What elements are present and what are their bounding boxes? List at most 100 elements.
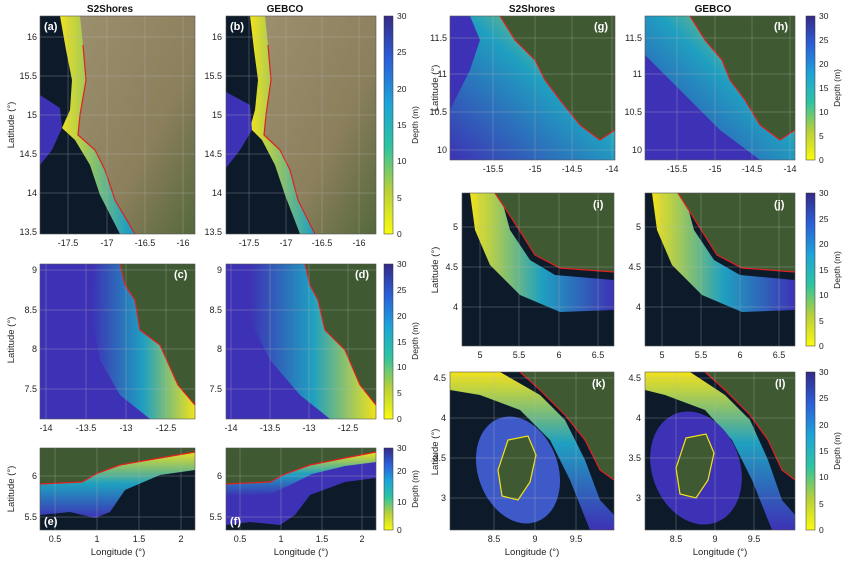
colorbar-b: 30 25 20 15 10 5 0 Depth (m) — [383, 11, 420, 239]
xtick: -12.5 — [338, 423, 359, 433]
panel-j-bathymetry — [652, 193, 795, 312]
panel-i-bathymetry — [470, 193, 614, 312]
panel-i-yticks: 5 4.5 4 — [445, 222, 458, 312]
panel-f: (f) 6 5.5 0.5 1 1.5 2 Longitude (°) — [209, 447, 377, 558]
xtick: -13.5 — [260, 423, 281, 433]
cb-tick: 0 — [397, 414, 402, 424]
cb-tick: 20 — [397, 84, 407, 94]
xtick: 9 — [712, 534, 717, 544]
ytick: 7.5 — [24, 384, 37, 394]
xtick: 8.5 — [670, 534, 683, 544]
colorbar-b-label: Depth (m) — [410, 106, 420, 144]
panel-f-land — [226, 448, 376, 484]
panel-k: (k) 4.5 4 3.5 3 8.5 9 9.5 Longitude (°) … — [430, 371, 615, 558]
xtick: -13 — [119, 423, 132, 433]
ytick: 8 — [32, 344, 37, 354]
panel-l-xticks: 8.5 9 9.5 — [670, 534, 761, 544]
panel-k-xticks: 8.5 9 9.5 — [488, 534, 583, 544]
cb-tick: 10 — [819, 107, 829, 117]
colorbar-d: 30 25 20 15 10 5 0 Depth (m) — [383, 259, 420, 424]
panel-b-land — [264, 16, 376, 234]
xtick: 2 — [178, 534, 183, 544]
ytick: 8.5 — [24, 305, 37, 315]
ytick: 5.5 — [24, 512, 37, 522]
ytick: 9 — [32, 265, 37, 275]
panel-g-land — [500, 16, 615, 140]
ytick: 5.5 — [209, 512, 222, 522]
cb-tick: 10 — [397, 156, 407, 166]
header-left-gebco: GEBCO — [267, 4, 304, 15]
ytick: 4.5 — [628, 262, 641, 272]
ytick: 11 — [438, 69, 447, 79]
ytick: 3 — [636, 493, 641, 503]
panel-c: (c) 9 8.5 8 7.5 -14 -13.5 -13 -12.5 Lati… — [6, 263, 196, 433]
panel-g-coastline — [499, 15, 616, 141]
xtick: -16.5 — [312, 238, 333, 248]
cb-tick: 30 — [819, 367, 829, 377]
ytick: 11.5 — [625, 33, 642, 43]
xtick: -17.5 — [239, 238, 260, 248]
colorbar-h-gradient — [805, 15, 816, 161]
cb-tick: 10 — [397, 497, 407, 507]
ytick: 4 — [636, 413, 641, 423]
cb-tick: 25 — [819, 214, 829, 224]
xtick: -16 — [176, 238, 189, 248]
panel-e-land — [40, 448, 195, 484]
panel-b: (b) 16 15.5 15 14.5 14 13.5 -17.5 -17 -1… — [204, 15, 377, 248]
cb-tick: 15 — [397, 120, 407, 130]
panel-e-ylabel: Latitude (°) — [6, 466, 17, 513]
panel-b-coastline — [263, 44, 316, 235]
ytick: 3.5 — [433, 453, 446, 463]
header-right-gebco: GEBCO — [695, 4, 732, 15]
panel-g-ylabel: Latitude (°) — [430, 65, 441, 112]
panel-h-xticks: -15.5 -15 -14.5 -14 — [667, 164, 797, 174]
xtick: -13.5 — [76, 423, 97, 433]
panel-k-coastline — [519, 371, 615, 481]
xtick: -16.5 — [135, 238, 156, 248]
panel-f-yticks: 6 5.5 — [209, 471, 222, 522]
colorbar-h-label: Depth (m) — [832, 69, 842, 107]
panel-i-ylabel: Latitude (°) — [430, 247, 441, 294]
panel-c-xticks: -14 -13.5 -13 -12.5 — [39, 423, 176, 433]
xtick: -17 — [279, 238, 292, 248]
colorbar-b-gradient — [383, 15, 394, 235]
panel-c-coastline — [119, 263, 196, 406]
cb-tick: 15 — [397, 337, 407, 347]
panel-i: (i) 5 4.5 4 5 5.5 6 6.5 Latitude (°) — [430, 192, 615, 360]
panel-h-coastline — [689, 15, 796, 141]
panel-b-cape-shelf — [226, 92, 252, 168]
ytick: 15 — [212, 110, 222, 120]
ytick: 4 — [453, 302, 458, 312]
header-right-s2shores: S2Shores — [509, 4, 556, 15]
panel-b-xticks: -17.5 -17 -16.5 -16 — [239, 238, 366, 248]
xtick: 1 — [278, 534, 283, 544]
xtick: -14 — [605, 164, 618, 174]
cb-tick: 30 — [397, 443, 407, 453]
cb-tick: 10 — [819, 290, 829, 300]
cb-tick: 20 — [819, 239, 829, 249]
cb-tick: 10 — [819, 472, 829, 482]
panel-b-label: (b) — [230, 21, 244, 33]
xtick: -16 — [352, 238, 365, 248]
panel-h: (h) 11.5 11 10.5 10 -15.5 -15 -14.5 -14 — [624, 15, 797, 174]
panel-e-xlabel: Longitude (°) — [91, 547, 146, 558]
xtick: -14 — [224, 423, 237, 433]
ytick: 13.5 — [204, 227, 222, 237]
panel-g: (g) 11.5 11 10.5 10 -15.5 -15 -14.5 -14 … — [429, 15, 619, 174]
cb-tick: 30 — [819, 11, 829, 21]
xtick: 9.5 — [748, 534, 761, 544]
xtick: -14 — [39, 423, 52, 433]
panel-l-yticks: 4.5 4 3.5 3 — [628, 373, 641, 503]
ytick: 4 — [636, 302, 641, 312]
colorbar-h: 30 25 20 15 10 5 0 Depth (m) — [805, 11, 842, 165]
ytick: 10 — [632, 145, 642, 155]
panel-i-xticks: 5 5.5 6 6.5 — [477, 350, 604, 360]
xtick: 6.5 — [592, 350, 605, 360]
panel-c-yticks: 9 8.5 8 7.5 — [24, 265, 37, 394]
cb-tick: 10 — [397, 362, 407, 372]
ytick: 15 — [27, 110, 37, 120]
panel-j: (j) 5 4.5 4 5 5.5 6 6.5 — [628, 192, 796, 360]
cb-tick: 15 — [819, 446, 829, 456]
colorbar-j-label: Depth (m) — [832, 251, 842, 289]
panel-l-island — [675, 433, 715, 499]
